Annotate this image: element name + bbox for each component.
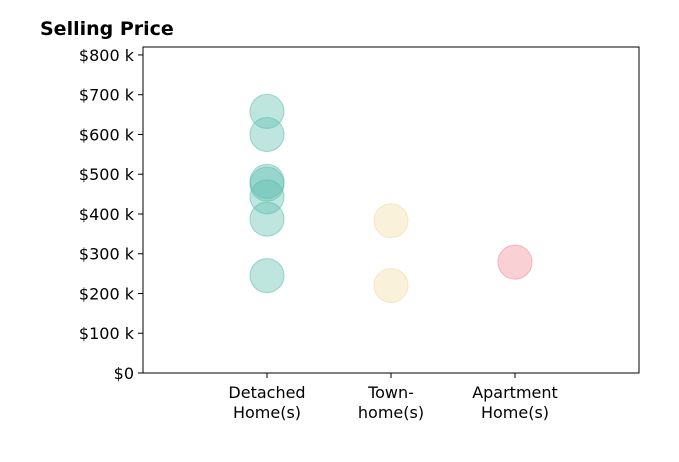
data-point (249, 258, 285, 294)
x-tick-label: Detached (228, 383, 305, 402)
y-tick-label: $300 k (79, 245, 135, 264)
y-tick-label: $600 k (79, 125, 135, 144)
data-point (249, 116, 285, 152)
x-tick-label: Apartment (472, 383, 558, 402)
data-point (373, 268, 409, 304)
data-point (497, 244, 533, 280)
data-point (249, 166, 285, 202)
data-point (249, 201, 285, 237)
y-tick-label: $400 k (79, 205, 135, 224)
y-tick-label: $500 k (79, 165, 135, 184)
y-tick-label: $100 k (79, 324, 135, 343)
x-tick-label: Town- (367, 383, 414, 402)
x-tick-label: Home(s) (233, 403, 301, 422)
y-tick-label: $0 (114, 364, 134, 383)
y-tick-label: $700 k (79, 86, 135, 105)
x-tick-label: Home(s) (481, 403, 549, 422)
y-tick-label: $200 k (79, 284, 135, 303)
chart-title: Selling Price (40, 18, 174, 40)
y-tick-label: $800 k (79, 46, 135, 65)
x-tick-label: home(s) (358, 403, 424, 422)
data-points (249, 93, 533, 304)
y-axis: $0 $100 k $200 k $300 k $400 k $500 k $600 k $7… (79, 46, 143, 383)
data-point (249, 179, 285, 215)
data-point (373, 203, 409, 239)
x-axis: DetachedHome(s)Town-home(s)ApartmentHome… (228, 373, 558, 422)
